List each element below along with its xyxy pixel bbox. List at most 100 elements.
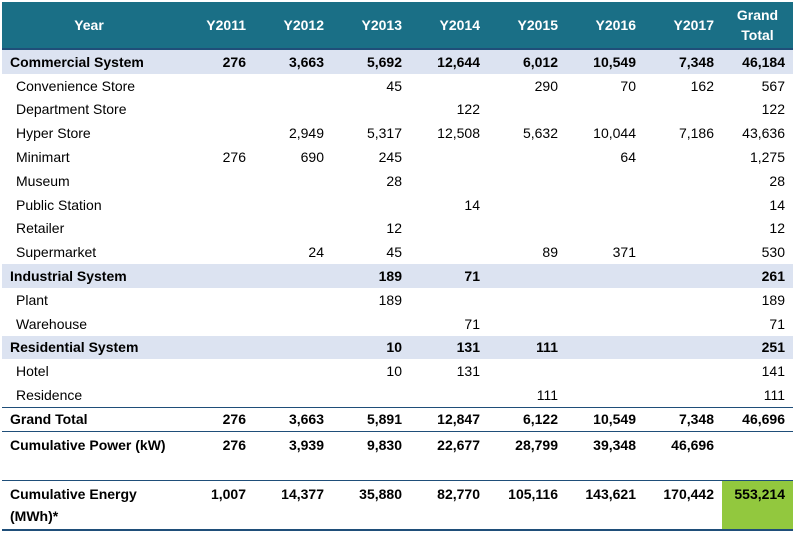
cell-y2016 [566, 335, 644, 360]
row-residential-system: Residential System 10 131 111 251 [2, 335, 793, 360]
row-industrial-system: Industrial System 189 71 261 [2, 264, 793, 288]
cell-y2015 [488, 288, 566, 312]
cell-y2017 [644, 359, 722, 383]
cell-y2012: 24 [308, 244, 324, 261]
cell-y2017 [644, 335, 722, 360]
cell-y2013: 189 [378, 291, 402, 308]
header-y2016: Y2016 [566, 2, 644, 50]
cell-y2011: 276 [176, 406, 254, 432]
row-label: Warehouse [16, 315, 88, 332]
cell-y2016 [566, 98, 644, 122]
cell-grand-total: 567 [761, 77, 785, 94]
row-department-store: Department Store 122 122 [2, 98, 793, 122]
cell-y2013: 10 [386, 363, 402, 380]
cell-y2017 [644, 169, 722, 193]
cell-y2013: 28 [386, 172, 402, 189]
cell-y2013 [332, 98, 410, 122]
row-public-station: Public Station 14 14 [2, 193, 793, 217]
cell-y2016 [566, 288, 644, 312]
cell-y2014: 122 [456, 101, 480, 118]
cell-y2013 [332, 312, 410, 336]
row-label: Cumulative Energy (MWh)* [2, 480, 176, 531]
cell-y2014: 14 [464, 196, 480, 213]
cell-y2014: 131 [410, 335, 488, 360]
row-label: Plant [16, 291, 48, 308]
cell-y2017: 7,186 [678, 125, 714, 142]
cell-y2017 [644, 193, 722, 217]
row-convenience-store: Convenience Store 45 290 70 162 567 [2, 74, 793, 98]
cell-grand-total: 251 [722, 335, 793, 360]
cell-y2013: 5,692 [332, 49, 410, 74]
row-label: Museum [16, 172, 70, 189]
row-label: Convenience Store [16, 77, 136, 94]
cell-y2012 [254, 193, 332, 217]
cell-y2017 [644, 288, 722, 312]
cell-y2015 [488, 98, 566, 122]
cell-y2012 [254, 98, 332, 122]
cell-grand-total: 28 [769, 172, 785, 189]
cell-y2016: 10,044 [593, 125, 636, 142]
cell-y2016: 371 [612, 244, 636, 261]
row-label: Minimart [16, 149, 70, 166]
row-label: Public Station [16, 196, 102, 213]
cell-y2014 [410, 240, 488, 264]
row-label: Residence [16, 387, 83, 404]
cell-y2011: 276 [176, 49, 254, 74]
row-museum: Museum 28 28 [2, 169, 793, 193]
cell-y2016: 143,621 [566, 480, 644, 531]
cell-y2015 [488, 359, 566, 383]
cell-y2013: 45 [386, 77, 402, 94]
cell-y2014 [410, 383, 488, 407]
cell-y2012 [254, 217, 332, 241]
cell-y2016 [566, 383, 644, 407]
cell-y2013: 5,317 [366, 125, 402, 142]
cell-grand-total: 46,184 [722, 49, 793, 74]
cell-grand-total: 189 [761, 291, 785, 308]
cell-y2016: 70 [620, 77, 636, 94]
cell-y2012: 690 [300, 149, 324, 166]
cell-y2016 [566, 217, 644, 241]
cell-y2011 [176, 193, 254, 217]
cell-y2017 [644, 383, 722, 407]
row-retailer: Retailer 12 12 [2, 217, 793, 241]
cell-y2011 [176, 74, 254, 98]
cell-y2012 [254, 169, 332, 193]
cell-y2016: 39,348 [566, 431, 644, 481]
row-warehouse: Warehouse 71 71 [2, 312, 793, 336]
cell-y2012 [254, 312, 332, 336]
cell-y2016: 10,549 [566, 406, 644, 432]
cell-y2012 [254, 288, 332, 312]
row-label: Supermarket [16, 244, 97, 261]
cell-y2012 [254, 74, 332, 98]
cell-y2015 [488, 145, 566, 169]
cell-y2012: 3,663 [254, 406, 332, 432]
row-hotel: Hotel 10 131 141 [2, 359, 793, 383]
cell-y2011: 276 [222, 149, 246, 166]
cell-y2015: 105,116 [488, 480, 566, 531]
cell-y2011 [176, 312, 254, 336]
row-grand-total: Grand Total 276 3,663 5,891 12,847 6,122… [2, 406, 793, 432]
cell-y2013: 5,891 [332, 406, 410, 432]
cell-y2016 [566, 193, 644, 217]
cell-grand-total: 530 [761, 244, 785, 261]
cell-y2014 [410, 74, 488, 98]
cell-y2013: 245 [378, 149, 402, 166]
cell-grand-total: 12 [769, 220, 785, 237]
cell-y2017: 162 [690, 77, 714, 94]
cell-y2015: 111 [536, 387, 558, 404]
header-y2014: Y2014 [410, 2, 488, 50]
row-commercial-system: Commercial System 276 3,663 5,692 12,644… [2, 49, 793, 74]
cell-y2015: 6,122 [488, 406, 566, 432]
cell-y2011 [176, 383, 254, 407]
cell-y2011 [176, 288, 254, 312]
cell-y2016 [566, 312, 644, 336]
header-grand-total: Grand Total [722, 2, 793, 50]
cell-y2014: 71 [464, 315, 480, 332]
row-label: Residential System [2, 335, 176, 360]
cell-grand-total [722, 431, 793, 481]
cell-y2017 [644, 240, 722, 264]
cell-y2017 [644, 264, 722, 288]
cell-grand-total: 46,696 [722, 406, 793, 432]
cell-y2015: 111 [488, 335, 566, 360]
cell-y2015 [488, 217, 566, 241]
